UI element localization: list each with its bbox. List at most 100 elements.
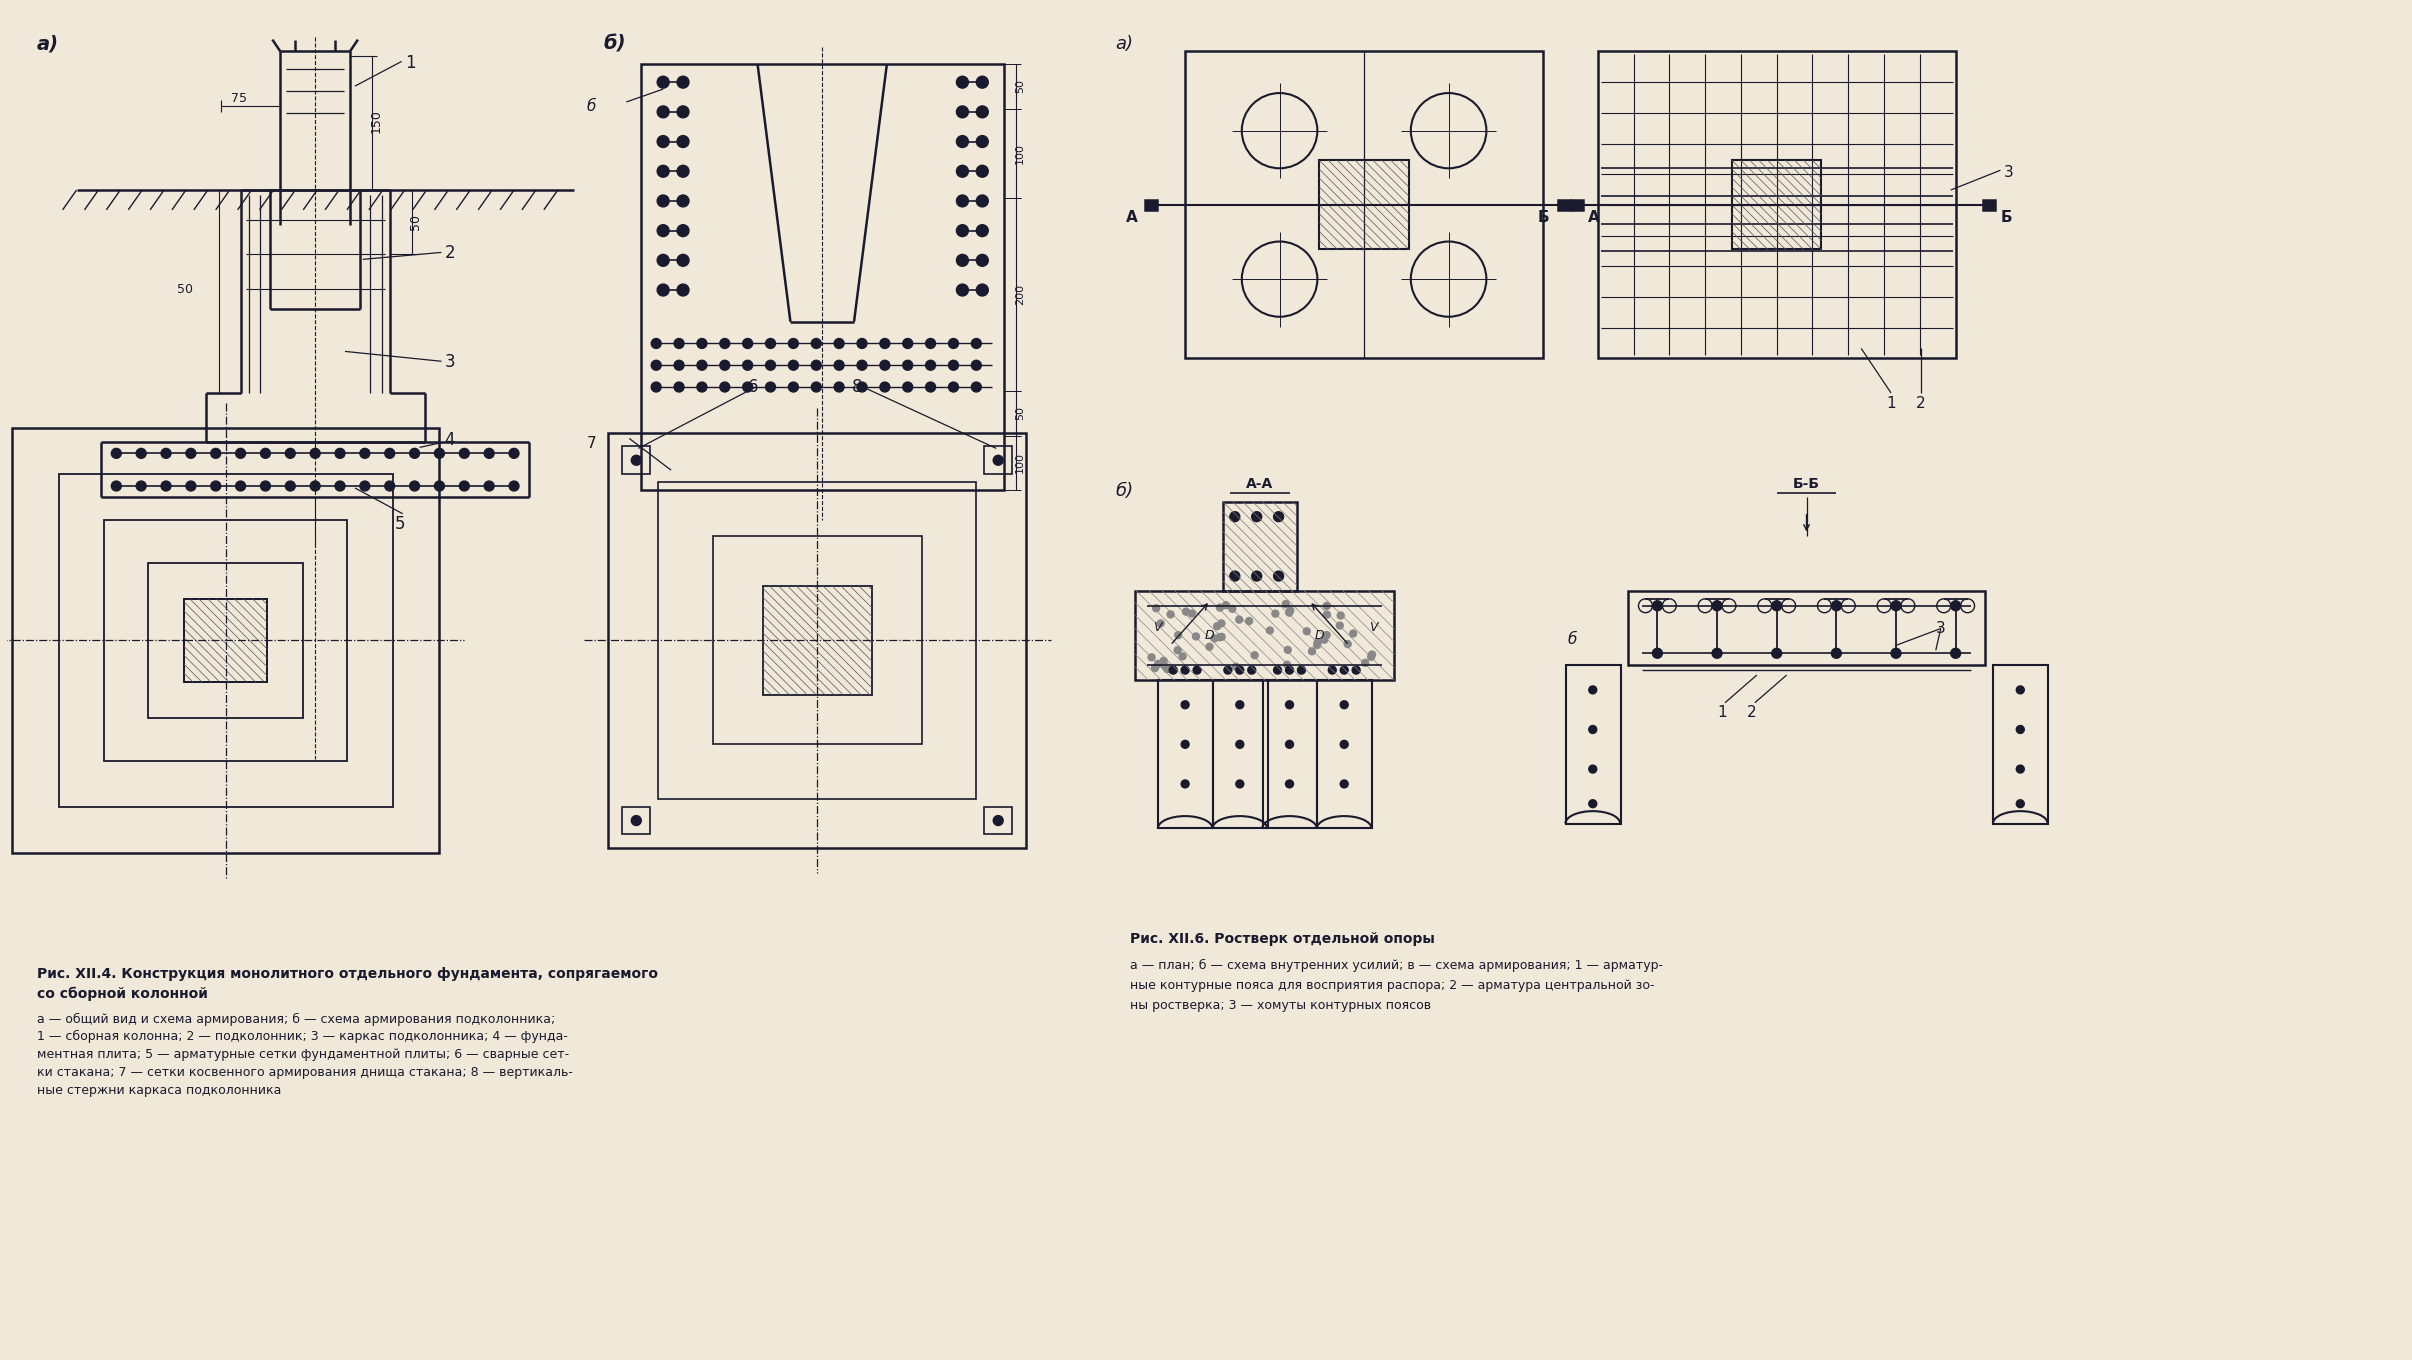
Circle shape <box>958 224 967 237</box>
Circle shape <box>810 382 820 392</box>
Circle shape <box>678 284 690 296</box>
Circle shape <box>1274 571 1283 581</box>
Circle shape <box>111 481 121 491</box>
Circle shape <box>1163 664 1170 670</box>
Circle shape <box>902 382 912 392</box>
Circle shape <box>386 449 396 458</box>
Circle shape <box>1158 620 1165 627</box>
Text: 1: 1 <box>1717 704 1727 719</box>
Circle shape <box>977 106 989 118</box>
Circle shape <box>673 382 685 392</box>
Circle shape <box>880 339 890 348</box>
Text: Б-Б: Б-Б <box>1792 477 1821 491</box>
Text: 6: 6 <box>748 378 757 396</box>
Circle shape <box>1351 630 1356 636</box>
Circle shape <box>656 254 668 267</box>
Bar <box>1983 200 1995 209</box>
Text: 8: 8 <box>851 378 863 396</box>
Circle shape <box>948 382 958 392</box>
Circle shape <box>1315 639 1322 646</box>
Circle shape <box>656 166 668 177</box>
Bar <box>642 64 1003 490</box>
Bar <box>1261 680 1317 828</box>
Circle shape <box>1223 666 1233 675</box>
Circle shape <box>485 449 494 458</box>
Circle shape <box>697 360 707 370</box>
Circle shape <box>236 481 246 491</box>
Text: 3: 3 <box>444 354 456 371</box>
Text: А: А <box>1587 209 1599 224</box>
Circle shape <box>719 360 731 370</box>
Circle shape <box>948 339 958 348</box>
Circle shape <box>1218 620 1225 627</box>
Circle shape <box>1247 666 1257 675</box>
Text: Рис. XII.4. Конструкция монолитного отдельного фундамента, сопрягаемого: Рис. XII.4. Конструкция монолитного отде… <box>36 967 658 981</box>
Circle shape <box>1274 511 1283 522</box>
Circle shape <box>410 449 420 458</box>
Circle shape <box>1951 601 1961 611</box>
Bar <box>1158 680 1213 828</box>
Circle shape <box>948 360 958 370</box>
Circle shape <box>1286 781 1293 787</box>
Bar <box>984 806 1013 835</box>
Circle shape <box>1652 601 1662 611</box>
Circle shape <box>856 339 866 348</box>
Circle shape <box>359 481 369 491</box>
Circle shape <box>1286 700 1293 709</box>
Text: ки стакана; 7 — сетки косвенного армирования днища стакана; 8 — вертикаль-: ки стакана; 7 — сетки косвенного армиров… <box>36 1066 572 1078</box>
Circle shape <box>1324 602 1329 609</box>
Circle shape <box>210 449 222 458</box>
Circle shape <box>2016 725 2024 733</box>
Bar <box>1146 200 1158 209</box>
Circle shape <box>1341 700 1348 709</box>
Circle shape <box>977 166 989 177</box>
Circle shape <box>1235 740 1245 748</box>
Circle shape <box>1773 649 1782 658</box>
Circle shape <box>509 449 519 458</box>
Circle shape <box>1167 611 1175 617</box>
Circle shape <box>743 382 753 392</box>
Circle shape <box>977 284 989 296</box>
Circle shape <box>678 106 690 118</box>
Circle shape <box>1322 636 1327 643</box>
Circle shape <box>719 382 731 392</box>
Bar <box>622 806 651 835</box>
Circle shape <box>697 382 707 392</box>
Circle shape <box>162 449 171 458</box>
Text: 2: 2 <box>1746 704 1756 719</box>
Circle shape <box>1223 601 1230 609</box>
Text: б): б) <box>603 34 627 53</box>
Circle shape <box>972 360 982 370</box>
Circle shape <box>335 449 345 458</box>
Bar <box>1992 665 2048 824</box>
Bar <box>104 520 347 762</box>
Bar <box>1570 200 1582 209</box>
Circle shape <box>311 481 321 491</box>
Circle shape <box>458 449 470 458</box>
Circle shape <box>673 339 685 348</box>
Circle shape <box>1165 666 1170 673</box>
Circle shape <box>926 339 936 348</box>
Bar <box>608 432 1025 849</box>
Text: 50: 50 <box>1015 405 1025 420</box>
Circle shape <box>1216 604 1223 611</box>
Text: А: А <box>1126 209 1136 224</box>
Circle shape <box>2016 766 2024 772</box>
Circle shape <box>1245 617 1252 624</box>
Circle shape <box>1283 661 1290 668</box>
Circle shape <box>1148 654 1155 661</box>
Circle shape <box>1216 634 1223 641</box>
Circle shape <box>958 166 967 177</box>
Circle shape <box>1235 700 1245 709</box>
Circle shape <box>1368 651 1375 658</box>
Circle shape <box>1891 601 1901 611</box>
Circle shape <box>789 339 798 348</box>
Circle shape <box>1891 649 1901 658</box>
Bar <box>1136 590 1394 680</box>
Circle shape <box>958 284 967 296</box>
Circle shape <box>1230 511 1240 522</box>
Circle shape <box>1235 616 1242 623</box>
Bar <box>1184 52 1544 358</box>
Circle shape <box>902 339 912 348</box>
Circle shape <box>958 194 967 207</box>
